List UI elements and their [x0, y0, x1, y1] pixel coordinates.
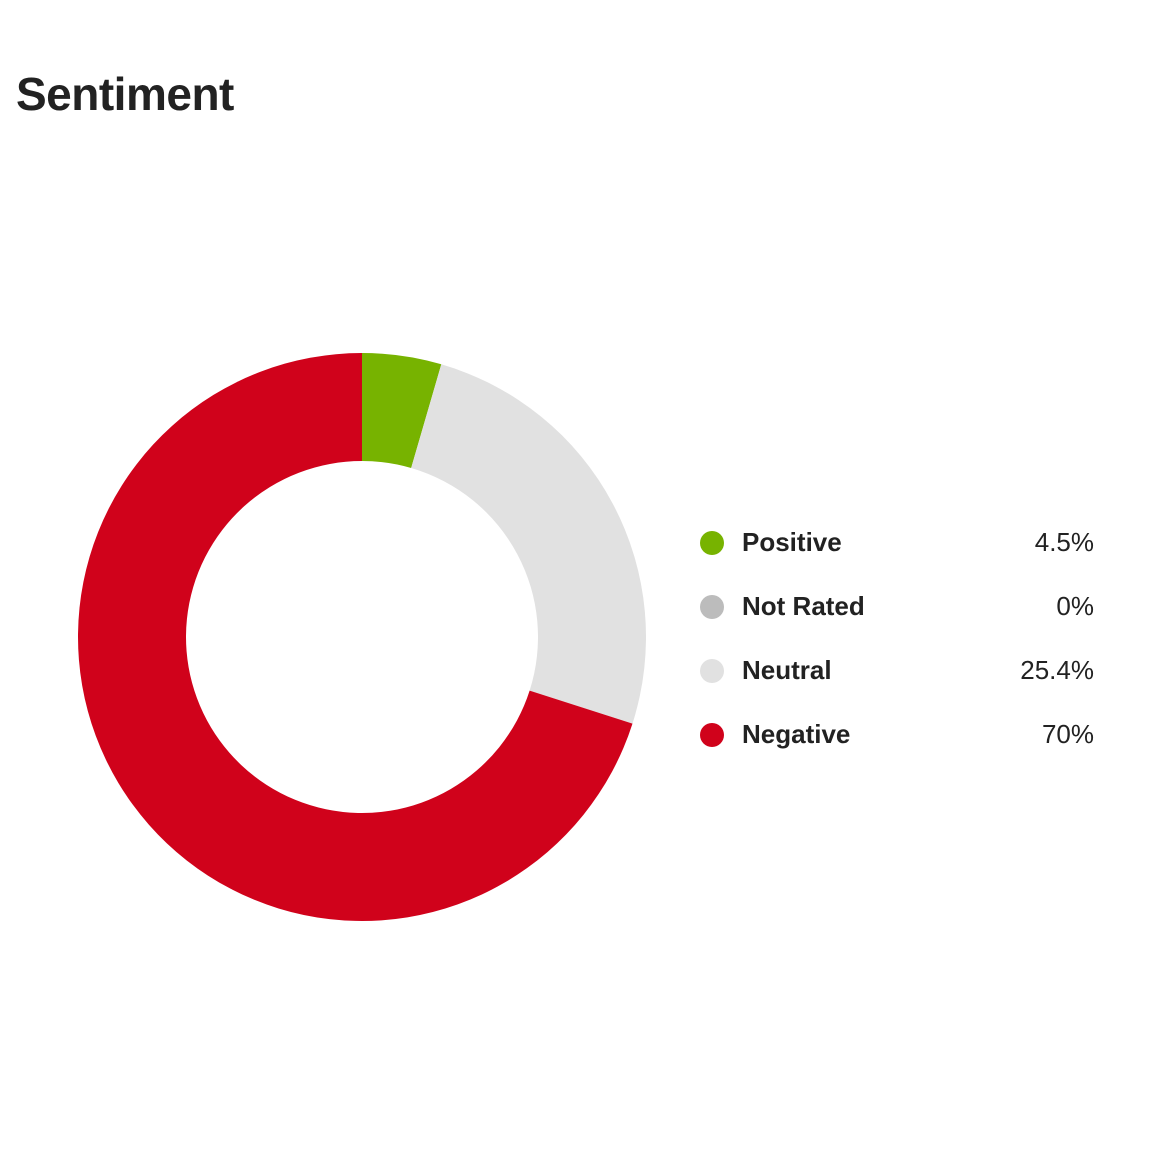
- legend-value-not-rated: 0%: [1056, 591, 1094, 621]
- legend-item-neutral[interactable]: Neutral 25.4%: [700, 650, 1096, 714]
- donut-slice-positive[interactable]: [362, 353, 442, 469]
- legend-label-positive: Positive: [742, 527, 842, 557]
- legend-label-not-rated: Not Rated: [742, 591, 865, 621]
- legend-value-negative: 70%: [1041, 719, 1094, 749]
- legend-swatch-neutral: [700, 659, 724, 683]
- donut-slice-neutral[interactable]: [411, 364, 646, 724]
- legend-swatch-negative: [700, 723, 724, 747]
- donut-slice-negative[interactable]: [78, 353, 633, 922]
- legend-swatch-not-rated: [700, 595, 724, 619]
- legend-item-positive[interactable]: Positive 4.5%: [700, 522, 1096, 586]
- legend-label-negative: Negative: [742, 719, 851, 749]
- legend-item-not-rated[interactable]: Not Rated 0%: [700, 586, 1096, 650]
- legend-value-neutral: 25.4%: [1020, 655, 1094, 685]
- chart-legend: Positive 4.5% Not Rated 0% Neutral 25.4%…: [700, 522, 1096, 778]
- donut-chart: [78, 353, 646, 922]
- chart-title: Sentiment: [16, 68, 234, 120]
- legend-swatch-positive: [700, 531, 724, 555]
- legend-label-neutral: Neutral: [742, 655, 832, 685]
- legend-value-positive: 4.5%: [1034, 527, 1094, 557]
- legend-item-negative[interactable]: Negative 70%: [700, 714, 1096, 778]
